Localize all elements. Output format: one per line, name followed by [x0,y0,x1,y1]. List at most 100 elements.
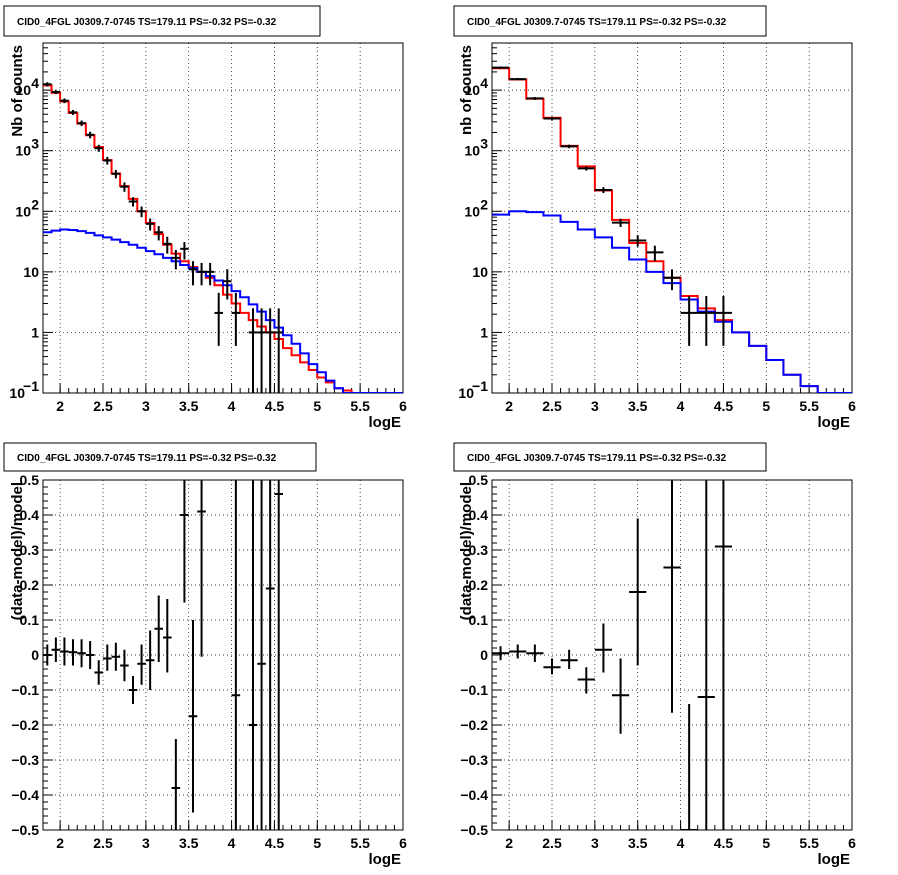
y-axis-label: nb of counts [458,45,475,135]
y-axis-label: Nb of counts [9,45,26,137]
data-point [509,644,527,659]
y-tick-label: −0.3 [11,752,39,768]
data-point [145,630,155,690]
y-tick-label: −0.2 [460,717,488,733]
panel-title: CID0_4FGL J0309.7-0745 TS=179.11 PS=-0.3… [17,17,277,28]
y-tick-label: 10 [464,203,480,219]
data-point [629,518,647,666]
data-point [128,197,138,207]
y-tick-exponent: 4 [480,75,488,91]
y-tick-label: −0.2 [11,717,39,733]
data-point [111,170,121,179]
y-tick-exponent: 2 [31,196,39,212]
data-point [492,646,510,661]
data-point [188,620,198,813]
title-box [453,5,767,37]
data-point [612,658,630,734]
y-tick-label: 10 [472,264,488,280]
y-tick-label: −0.4 [460,787,488,803]
y-tick-label: 0.4 [20,507,40,523]
title-box [3,5,321,37]
y-tick-label: 10 [464,82,480,98]
x-tick-label: 4 [677,835,685,851]
x-tick-label: 6 [399,398,407,414]
x-tick-label: 4.5 [265,835,285,851]
x-tick-label: 4.5 [714,835,734,851]
data-point [43,82,52,87]
x-tick-label: 2 [56,398,64,414]
data-point [197,480,206,657]
x-tick-label: 4 [228,835,236,851]
x-tick-label: 2 [505,835,513,851]
y-tick-exponent: 2 [480,196,488,212]
y-axis-label: (data-model)/model [458,482,475,620]
plot-area [43,480,283,830]
x-tick-label: 4.5 [714,398,734,414]
y-tick-label: 0.3 [469,542,489,558]
x-tick-label: 6 [848,398,856,414]
y-tick-exponent: 4 [31,75,39,91]
data-point [103,156,112,165]
data-point [51,637,61,662]
y-tick-label: 0.5 [20,472,40,488]
x-tick-label: 2.5 [542,835,562,851]
x-tick-label: 3.5 [628,835,648,851]
data-point [594,623,612,673]
x-tick-label: 5.5 [350,398,370,414]
data-point [231,480,241,830]
data-point [163,599,172,673]
x-tick-label: 5.5 [799,398,819,414]
y-axis-label: (data-model)/model [9,482,26,620]
chart-panel-4: 2 2.5 3 3.5 4 4.5 5 5.5 6 −0.5 −0.4 −0.3 −0.2 −0.1 0 0.… [453,442,856,868]
data-point [171,249,181,270]
panel-title: CID0_4FGL J0309.7-0745 TS=179.11 PS=-0.3… [17,453,277,464]
data-point [197,263,206,286]
data-point [577,166,595,171]
x-tick-label: 3.5 [179,398,199,414]
data-point [231,292,241,346]
plot-area [492,480,732,830]
panel-title: CID0_4FGL J0309.7-0745 TS=179.11 PS=-0.3… [467,17,727,28]
x-tick-label: 2.5 [93,398,113,414]
y-tick-exponent: 3 [31,136,39,152]
data-point [111,642,121,671]
data-point [137,206,146,218]
data-point [492,66,510,69]
data-point [646,245,664,262]
data-point [274,308,283,393]
data-point [154,595,163,662]
y-tick-label: 10 [23,264,39,280]
data-point [265,480,275,830]
x-tick-label: 5.5 [350,835,370,851]
data-point [663,480,681,713]
x-tick-label: 4.5 [265,398,285,414]
data-point [594,187,612,194]
x-tick-label: 3 [591,835,599,851]
data-point [697,480,715,830]
data-point [543,658,561,675]
data-point [223,269,232,300]
data-point [663,269,681,291]
y-tick-label: 1 [31,324,39,340]
plot-area [43,82,403,393]
data-point [154,226,163,241]
data-point [205,263,215,286]
x-tick-label: 3 [591,398,599,414]
data-point [77,639,86,668]
plot-frame [491,42,853,394]
x-tick-label: 3 [142,835,150,851]
data-point [265,308,275,393]
x-tick-label: 2 [56,835,64,851]
y-tick-label: 0.3 [20,542,40,558]
x-axis-label: logE [818,851,851,868]
x-tick-label: 2.5 [93,835,113,851]
x-axis-label: logE [369,851,402,868]
x-axis-label: logE [369,414,402,431]
x-tick-label: 3.5 [628,398,648,414]
data-point [94,660,103,685]
data-point [68,639,78,666]
data-point [543,116,561,121]
data-point [171,739,181,830]
